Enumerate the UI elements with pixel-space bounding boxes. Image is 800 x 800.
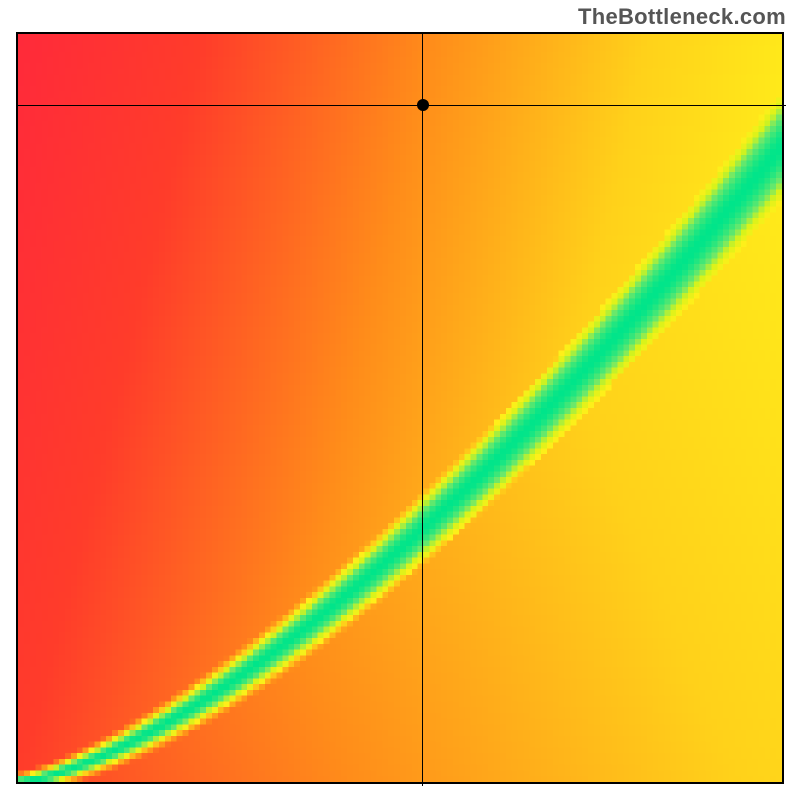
heatmap-plot [16,32,784,784]
watermark-text: TheBottleneck.com [578,4,786,30]
crosshair-horizontal [18,105,786,106]
crosshair-vertical [422,34,423,786]
crosshair-marker [417,99,429,111]
heatmap-canvas [18,34,782,782]
